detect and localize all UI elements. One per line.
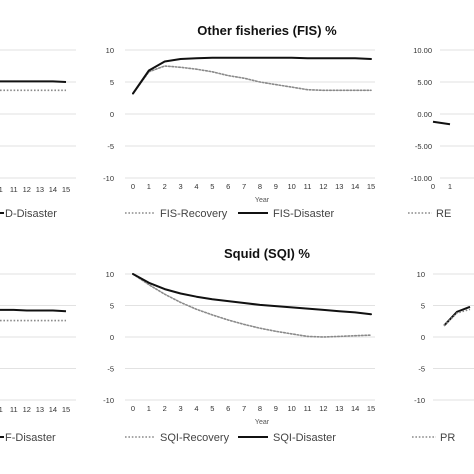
series-line bbox=[443, 305, 471, 327]
x-tick-label: 9 bbox=[274, 182, 278, 191]
y-tick-label: 10 bbox=[417, 270, 425, 279]
y-tick-label: -10.00 bbox=[411, 174, 432, 183]
x-tick-label: 11 bbox=[304, 182, 312, 191]
x-tick-label: 0 bbox=[431, 182, 435, 191]
y-tick-label: -10 bbox=[103, 396, 114, 405]
x-tick-label: 3 bbox=[179, 404, 183, 413]
chart-title: Other fisheries (FIS) % bbox=[197, 23, 337, 38]
y-tick-label: 5 bbox=[110, 78, 114, 87]
x-tick-label: 7 bbox=[242, 404, 246, 413]
y-tick-label: 0 bbox=[110, 110, 114, 119]
y-tick-label: -10 bbox=[103, 174, 114, 183]
x-axis-label: Year bbox=[255, 419, 270, 426]
x-tick-label: 1 bbox=[448, 182, 452, 191]
y-tick-label: 0 bbox=[110, 333, 114, 342]
series-line-disaster bbox=[132, 273, 372, 316]
x-tick-label: 1 bbox=[0, 185, 3, 194]
x-tick-label: 8 bbox=[258, 404, 262, 413]
x-tick-label: 14 bbox=[351, 182, 359, 191]
x-tick-label: 1 bbox=[0, 405, 3, 414]
x-tick-label: 8 bbox=[258, 182, 262, 191]
legend-label: F-Disaster bbox=[5, 432, 56, 444]
x-tick-label: 9 bbox=[274, 404, 278, 413]
series-line-recovery bbox=[132, 65, 372, 95]
x-tick-label: 0 bbox=[131, 182, 135, 191]
x-tick-label: 15 bbox=[62, 405, 70, 414]
x-tick-label: 1 bbox=[147, 404, 151, 413]
x-tick-label: 13 bbox=[335, 182, 343, 191]
x-tick-label: 14 bbox=[351, 404, 359, 413]
x-tick-label: 2 bbox=[163, 404, 167, 413]
y-tick-label: 10 bbox=[106, 46, 114, 55]
y-tick-label: -5 bbox=[107, 365, 114, 374]
y-tick-label: 5 bbox=[110, 302, 114, 311]
y-tick-label: -10 bbox=[414, 396, 425, 405]
x-tick-label: 3 bbox=[179, 182, 183, 191]
series-line bbox=[432, 120, 451, 126]
y-tick-label: 10.00 bbox=[413, 46, 432, 55]
y-tick-label: 0.00 bbox=[417, 110, 432, 119]
series-line bbox=[0, 80, 67, 83]
y-tick-label: 10 bbox=[106, 270, 114, 279]
legend-label: D-Disaster bbox=[5, 208, 57, 220]
x-tick-label: 14 bbox=[49, 405, 57, 414]
y-tick-label: 0 bbox=[421, 333, 425, 342]
x-tick-label: 6 bbox=[226, 404, 230, 413]
x-tick-label: 13 bbox=[335, 404, 343, 413]
x-tick-label: 4 bbox=[194, 182, 198, 191]
legend-label: FIS-Recovery bbox=[160, 208, 228, 220]
x-tick-label: 10 bbox=[287, 404, 295, 413]
x-tick-label: 0 bbox=[131, 404, 135, 413]
x-tick-label: 10 bbox=[287, 182, 295, 191]
x-tick-label: 13 bbox=[36, 185, 44, 194]
y-tick-label: 5 bbox=[421, 302, 425, 311]
x-tick-label: 11 bbox=[10, 405, 18, 414]
x-tick-label: 11 bbox=[304, 404, 312, 413]
x-tick-label: 12 bbox=[319, 182, 327, 191]
series-line bbox=[0, 308, 67, 313]
series-line-recovery bbox=[132, 273, 372, 338]
x-tick-label: 11 bbox=[10, 185, 18, 194]
legend-label: SQI-Disaster bbox=[273, 432, 336, 444]
x-tick-label: 4 bbox=[194, 404, 198, 413]
legend-label: PR bbox=[440, 432, 455, 444]
legend-label: FIS-Disaster bbox=[273, 208, 334, 220]
legend-label: SQI-Recovery bbox=[160, 432, 230, 444]
x-tick-label: 14 bbox=[49, 185, 57, 194]
x-tick-label: 15 bbox=[367, 404, 375, 413]
x-tick-label: 15 bbox=[62, 185, 70, 194]
x-tick-label: 1 bbox=[147, 182, 151, 191]
series-line bbox=[443, 308, 471, 327]
y-tick-label: 5.00 bbox=[417, 78, 432, 87]
chart-title: Squid (SQI) % bbox=[224, 246, 310, 261]
x-tick-label: 12 bbox=[23, 185, 31, 194]
y-tick-label: -5 bbox=[107, 142, 114, 151]
series-line-disaster bbox=[132, 56, 372, 95]
x-tick-label: 5 bbox=[210, 182, 214, 191]
y-tick-label: -5.00 bbox=[415, 142, 432, 151]
x-tick-label: 2 bbox=[163, 182, 167, 191]
x-tick-label: 5 bbox=[210, 404, 214, 413]
x-axis-label: Year bbox=[255, 197, 270, 204]
x-tick-label: 7 bbox=[242, 182, 246, 191]
x-tick-label: 12 bbox=[23, 405, 31, 414]
x-tick-label: 12 bbox=[319, 404, 327, 413]
y-tick-label: -5 bbox=[418, 365, 425, 374]
x-tick-label: 13 bbox=[36, 405, 44, 414]
legend-label: RE bbox=[436, 208, 451, 220]
x-tick-label: 15 bbox=[367, 182, 375, 191]
x-tick-label: 6 bbox=[226, 182, 230, 191]
